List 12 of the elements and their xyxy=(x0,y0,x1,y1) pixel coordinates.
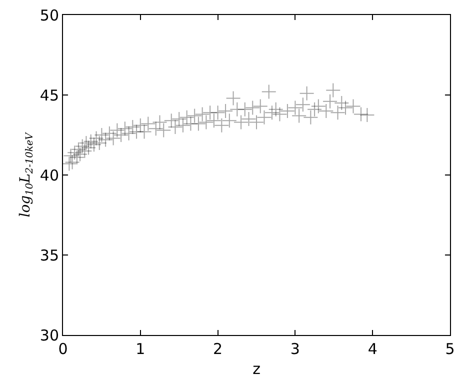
y-tick-label: 35 xyxy=(40,246,59,264)
y-tick-label: 40 xyxy=(40,166,59,184)
x-tick-label: 4 xyxy=(368,340,378,358)
x-tick-label: 5 xyxy=(445,340,455,358)
x-tick-label: 3 xyxy=(290,340,300,358)
x-axis-title: z xyxy=(252,360,261,378)
x-tick-label: 2 xyxy=(213,340,223,358)
x-tick-label: 1 xyxy=(136,340,146,358)
y-tick-label: 30 xyxy=(40,326,59,344)
x-tick-label: 0 xyxy=(58,340,68,358)
y-tick-label: 45 xyxy=(40,86,59,104)
y-tick-label: 50 xyxy=(40,6,59,24)
